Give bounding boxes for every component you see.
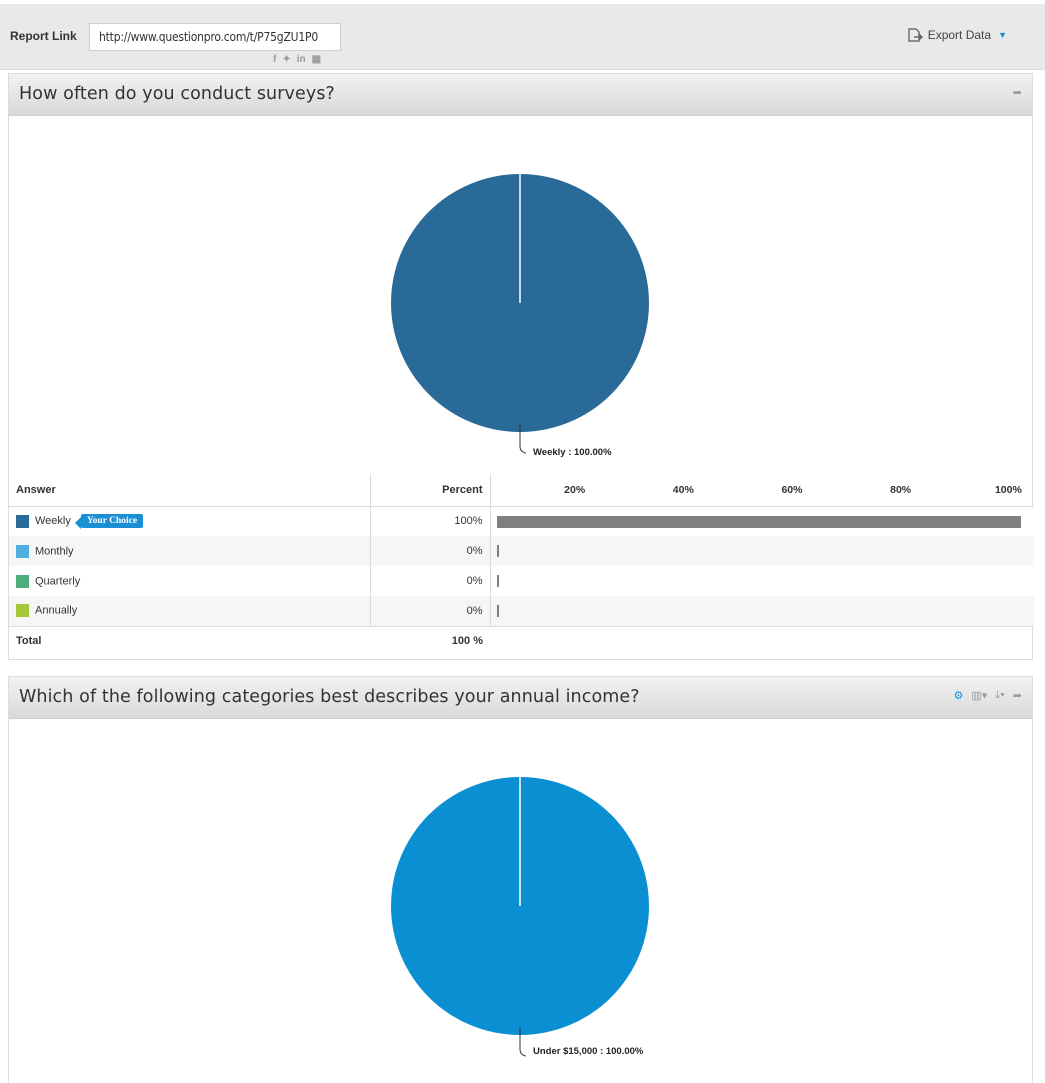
- legend-swatch: [16, 544, 29, 558]
- linkedin-icon[interactable]: in: [296, 54, 306, 65]
- answer-label: Monthly: [35, 545, 74, 557]
- pie-chart-area-1: Weekly : 100.00%: [9, 116, 1032, 474]
- answer-cell: Weekly Your Choice: [9, 506, 371, 536]
- chart-type-icon[interactable]: ▥▾: [971, 690, 988, 702]
- question-panel-2: Which of the following categories best d…: [8, 676, 1033, 1083]
- export-file-icon: [908, 28, 923, 42]
- axis-tick-label: 80%: [890, 484, 912, 496]
- axis-tick-label: 20%: [564, 484, 586, 496]
- legend-swatch: [16, 574, 29, 588]
- total-label: Total: [9, 625, 370, 656]
- table-row: Quarterly 0%: [9, 566, 1034, 596]
- total-value: 100 %: [370, 625, 490, 656]
- percent-cell: 0%: [370, 596, 491, 626]
- share-icons: f ✦ in ▦: [273, 54, 321, 65]
- settings-gears-icon[interactable]: ⚙: [953, 690, 964, 702]
- question-header-2: Which of the following categories best d…: [9, 677, 1032, 719]
- chevron-down-icon: ▼: [998, 30, 1007, 40]
- panel-tools-1: ➦: [1013, 86, 1022, 99]
- question-title-2: Which of the following categories best d…: [19, 687, 640, 707]
- pie-chart-1: [391, 174, 649, 454]
- bar-cell: [490, 506, 1034, 536]
- question-title-1: How often do you conduct surveys?: [19, 84, 335, 104]
- bar-cell: [490, 566, 1034, 596]
- legend-swatch: [16, 604, 29, 618]
- table-row: Weekly Your Choice 100%: [9, 506, 1034, 536]
- answer-label: Quarterly: [35, 575, 81, 587]
- pie-label-connector: [519, 424, 527, 454]
- report-toolbar: Report Link http://www.questionpro.com/t…: [0, 4, 1045, 70]
- pie-data-label-2: Under $15,000 : 100.00%: [533, 1046, 644, 1057]
- bar-axis-header: 20% 40% 60% 80% 100%: [490, 474, 1034, 507]
- answer-label: Annually: [35, 604, 78, 617]
- share-arrow-icon[interactable]: ➦: [1012, 87, 1022, 99]
- axis-tick-label: 40%: [672, 484, 694, 496]
- legend-swatch: [16, 514, 29, 528]
- bar-cell: [490, 596, 1034, 626]
- download-icon[interactable]: ⤓▾: [995, 689, 1005, 701]
- table-row: Monthly 0%: [9, 536, 1034, 566]
- pie-chart-2: [391, 777, 649, 1057]
- percent-bar: [496, 605, 499, 617]
- results-table-1: Answer Percent 20% 40% 60% 80% 100% Weekly Yo…: [9, 474, 1034, 656]
- percent-column-header: Percent: [370, 474, 491, 507]
- report-link-field[interactable]: http://www.questionpro.com/t/P75gZU1P0: [89, 23, 341, 51]
- your-choice-badge: Your Choice: [74, 514, 144, 530]
- facebook-icon[interactable]: f: [273, 54, 277, 65]
- panel-tools-2: ⚙ ▥▾ ⤓▾ ➦: [954, 689, 1023, 702]
- pie-chart-area-2: Under $15,000 : 100.00%: [9, 719, 1032, 1077]
- qr-code-icon[interactable]: ▦: [311, 54, 322, 65]
- report-link-label: Report Link: [10, 29, 77, 43]
- answer-cell: Annually: [9, 596, 371, 626]
- question-panel-1: How often do you conduct surveys? ➦ Week…: [8, 73, 1034, 660]
- answer-label: Weekly: [35, 515, 71, 528]
- export-data-button[interactable]: Export Data ▼: [907, 28, 1007, 42]
- percent-bar: [496, 545, 499, 557]
- export-data-label: Export Data: [927, 28, 992, 42]
- twitter-icon[interactable]: ✦: [282, 54, 291, 65]
- pie-data-label-1: Weekly : 100.00%: [533, 447, 612, 458]
- pie-label-connector: [519, 1027, 527, 1057]
- bar-cell: [490, 536, 1034, 566]
- answer-cell: Quarterly: [9, 566, 371, 596]
- percent-cell: 100%: [370, 506, 491, 536]
- answer-cell: Monthly: [9, 536, 371, 566]
- percent-bar: [496, 575, 499, 587]
- axis-tick-label: 100%: [994, 484, 1022, 496]
- share-arrow-icon[interactable]: ➦: [1012, 690, 1022, 702]
- percent-cell: 0%: [370, 536, 491, 566]
- table-row: Annually 0%: [9, 596, 1034, 626]
- answer-column-header: Answer: [9, 474, 371, 507]
- percent-bar: [496, 515, 1021, 528]
- axis-tick-label: 60%: [781, 484, 803, 496]
- question-header-1: How often do you conduct surveys? ➦: [9, 74, 1032, 116]
- percent-cell: 0%: [370, 566, 491, 596]
